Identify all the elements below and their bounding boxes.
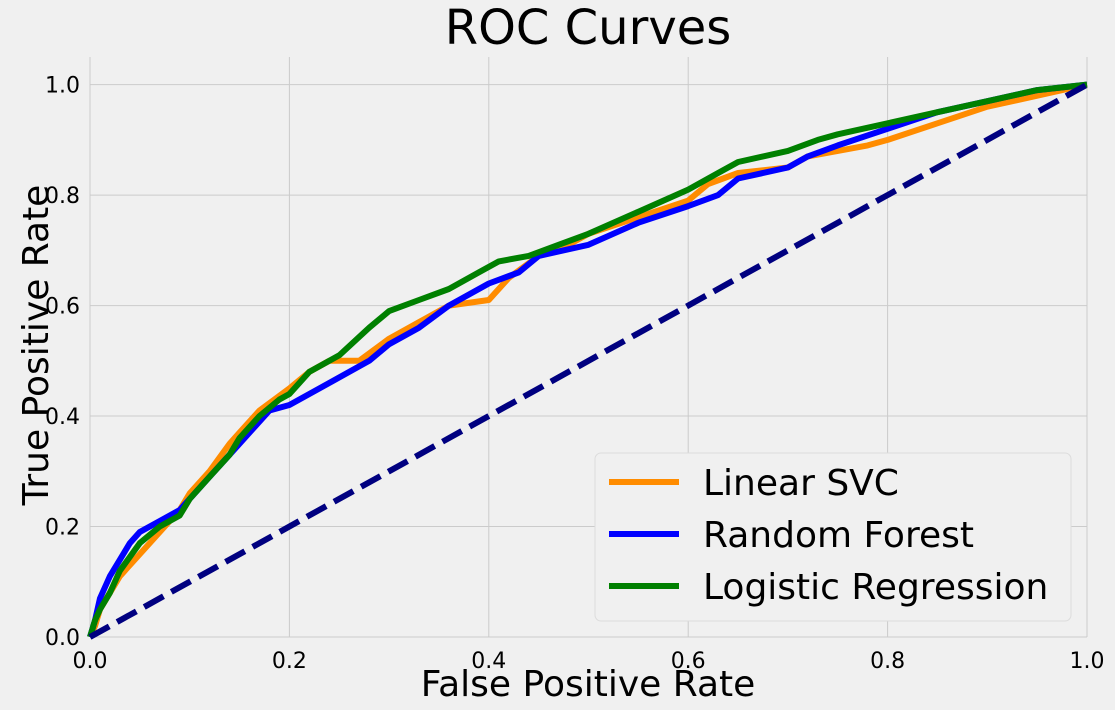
y-tick-label: 0.2 bbox=[45, 516, 80, 541]
legend-box bbox=[594, 452, 1072, 622]
series-line-logistic-regression bbox=[87, 81, 1088, 638]
chart-title: ROC Curves bbox=[445, 0, 732, 56]
y-tick-label: 1.0 bbox=[45, 74, 80, 99]
y-tick-label: 0.6 bbox=[45, 295, 80, 320]
chance-diagonal-line bbox=[88, 81, 1089, 640]
legend-label: Linear SVC bbox=[703, 463, 899, 504]
legend-label: Logistic Regression bbox=[703, 567, 1048, 608]
x-tick-label: 0.0 bbox=[73, 649, 108, 674]
series-lines bbox=[87, 81, 1089, 640]
series-line-random-forest bbox=[87, 81, 1088, 638]
y-axis-label: True Positive Rate bbox=[16, 185, 57, 507]
legend-label: Random Forest bbox=[703, 515, 974, 556]
x-tick-label: 0.6 bbox=[671, 649, 706, 674]
x-tick-label: 0.4 bbox=[471, 649, 506, 674]
x-tick-label: 0.8 bbox=[870, 649, 905, 674]
x-tick-label: 0.2 bbox=[272, 649, 307, 674]
legend: Linear SVC Random Forest Logistic Regressi… bbox=[594, 452, 1072, 622]
x-axis-label: False Positive Rate bbox=[421, 664, 756, 705]
y-tick-label: 0.0 bbox=[45, 626, 80, 651]
y-tick-label: 0.4 bbox=[45, 405, 80, 430]
y-tick-label: 0.8 bbox=[45, 184, 80, 209]
tick-labels: 0.0 0.2 0.4 0.6 0.8 1.0 0.0 0.2 0.4 0.6 0.8 1.0 bbox=[45, 74, 1105, 674]
x-tick-label: 1.0 bbox=[1070, 649, 1105, 674]
